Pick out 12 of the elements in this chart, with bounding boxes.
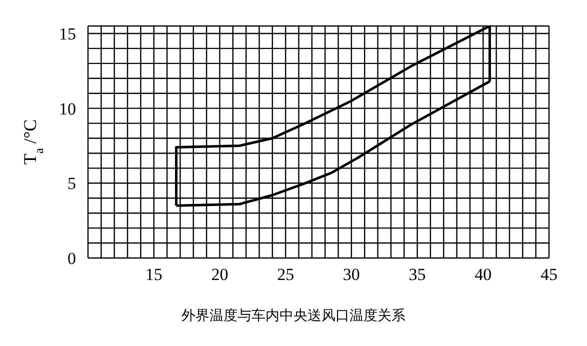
text: 外界温度与车内中央送风口温度关系 <box>180 307 406 325</box>
y-tick-label: 10 <box>59 99 76 118</box>
y-tick-label: 0 <box>68 249 76 268</box>
y-tick-label: 5 <box>68 174 76 194</box>
x-tick-label: 30 <box>342 265 360 284</box>
x-tick-label: 20 <box>211 265 228 284</box>
x-tick-label: 40 <box>474 265 492 284</box>
x-tick-label: 35 <box>408 265 426 284</box>
x-tick-label: 25 <box>277 265 294 284</box>
x-tick-label: 45 <box>540 265 558 284</box>
y-tick-label: 15 <box>59 24 76 44</box>
x-tick-label: 15 <box>145 265 162 284</box>
